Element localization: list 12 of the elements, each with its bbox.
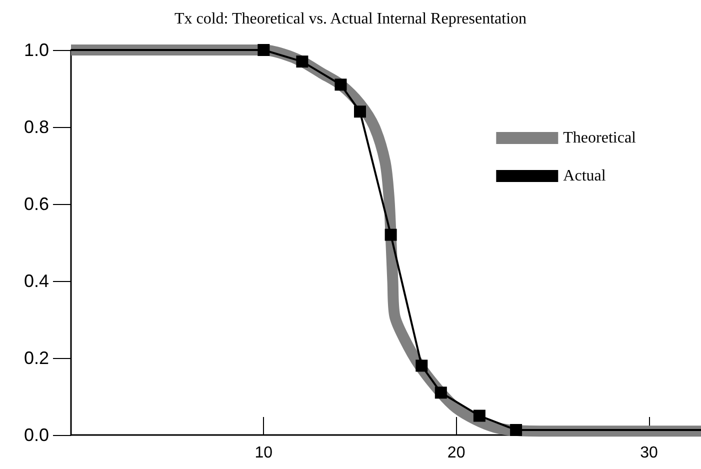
legend-label: Theoretical bbox=[563, 130, 637, 146]
x-tick-label: 30 bbox=[640, 444, 658, 462]
legend-label: Actual bbox=[563, 168, 606, 184]
y-tick-label: 0.8 bbox=[24, 117, 49, 137]
y-tick-label: 1.0 bbox=[24, 40, 49, 60]
y-tick-label: 0.6 bbox=[24, 194, 49, 214]
x-tick-label: 10 bbox=[254, 444, 273, 462]
x-tick-label: 20 bbox=[447, 444, 466, 462]
y-tick-label: 0.0 bbox=[24, 425, 49, 445]
y-tick-label: 0.2 bbox=[24, 348, 49, 368]
chart-title: Tx cold: Theoretical vs. Actual Internal Representation bbox=[174, 10, 527, 28]
y-tick-label: 0.4 bbox=[24, 271, 49, 291]
